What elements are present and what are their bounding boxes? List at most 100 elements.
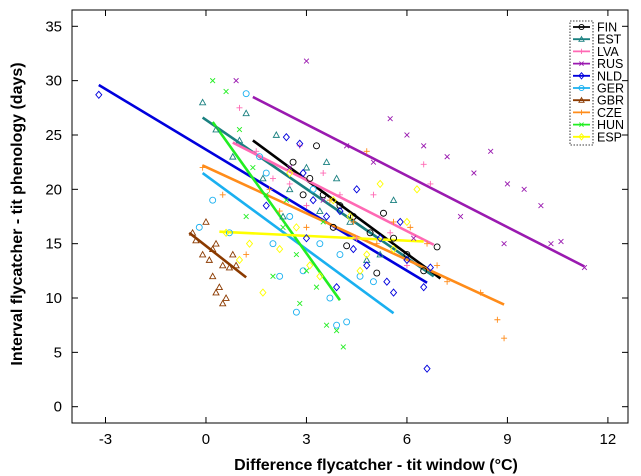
point-rus xyxy=(538,202,544,209)
trend-line-fin xyxy=(252,139,442,280)
legend-label-ger: GER xyxy=(597,82,624,96)
y-tick-label: 5 xyxy=(54,344,62,361)
point-fin xyxy=(373,269,381,277)
point-lva xyxy=(320,170,327,177)
point-est xyxy=(376,250,384,258)
point-rus xyxy=(410,235,417,241)
point-hun xyxy=(293,251,300,258)
point-nld xyxy=(262,201,270,210)
point-nld xyxy=(296,139,304,148)
point-rus xyxy=(420,143,427,149)
point-esp xyxy=(259,288,267,297)
point-gbr xyxy=(232,261,240,269)
point-rus xyxy=(303,58,310,64)
legend-marker-ger xyxy=(578,84,585,92)
point-esp xyxy=(235,255,244,265)
point-ger xyxy=(336,251,344,258)
point-ger xyxy=(333,321,341,329)
legend-label-gbr: GBR xyxy=(597,94,624,108)
point-est xyxy=(272,131,281,138)
legend-label-lva: LVA xyxy=(597,45,619,59)
y-tick-label: 30 xyxy=(45,73,62,90)
point-est xyxy=(198,98,207,106)
y-tick-label: 0 xyxy=(54,399,62,416)
point-hun xyxy=(313,284,320,290)
point-ger xyxy=(286,213,294,220)
point-cze xyxy=(424,240,431,247)
x-tick-label: -3 xyxy=(99,431,112,448)
y-tick-label: 20 xyxy=(45,181,62,198)
point-gbr xyxy=(198,250,207,258)
y-tick-label: 10 xyxy=(45,290,62,307)
point-rus xyxy=(471,170,477,176)
point-gbr xyxy=(225,263,234,271)
point-ger xyxy=(195,223,203,231)
point-ger xyxy=(242,90,250,98)
x-tick-label: 0 xyxy=(202,431,210,448)
point-esp xyxy=(403,217,411,227)
point-esp xyxy=(276,244,284,254)
point-hun xyxy=(333,327,340,334)
point-esp xyxy=(245,239,254,248)
point-gbr xyxy=(229,250,237,258)
y-tick-label: 25 xyxy=(45,127,62,144)
point-est xyxy=(285,185,294,193)
point-est xyxy=(212,125,220,133)
point-ger xyxy=(309,185,317,193)
point-nld xyxy=(309,196,317,205)
point-hun xyxy=(283,197,290,203)
point-gbr xyxy=(218,261,227,269)
point-fin xyxy=(289,158,297,166)
point-hun xyxy=(320,219,326,225)
point-gbr xyxy=(188,228,197,236)
point-ger xyxy=(316,240,324,248)
y-axis-label: Interval flycatcher - tit phenology (day… xyxy=(9,62,26,365)
point-fin xyxy=(366,229,374,237)
point-hun xyxy=(303,268,310,274)
point-ger xyxy=(292,308,300,316)
point-rus xyxy=(387,115,393,122)
trend-line-gbr xyxy=(188,231,247,279)
trend-line-cze xyxy=(202,164,505,306)
point-nld xyxy=(322,212,331,221)
point-lva xyxy=(420,161,427,168)
axes: -3 0 3 6 9 12 0 5 10 15 20 25 30 35 xyxy=(45,9,629,448)
legend-marker-est xyxy=(578,35,585,42)
point-ger xyxy=(269,240,277,248)
point-lva xyxy=(286,180,293,187)
x-tick-label: 6 xyxy=(403,431,411,448)
point-cze xyxy=(266,186,273,193)
point-cze xyxy=(373,240,380,247)
point-gbr xyxy=(205,256,214,263)
point-nld xyxy=(353,185,361,194)
point-gbr xyxy=(208,272,217,280)
legend-marker-gbr xyxy=(578,96,585,103)
legend-label-hun: HUN xyxy=(597,118,624,132)
point-cze xyxy=(501,335,508,342)
x-axis-label: Difference flycatcher - tit window (°C) xyxy=(234,457,518,474)
point-rus xyxy=(504,181,511,187)
point-cze xyxy=(407,224,414,231)
point-esp xyxy=(363,250,371,259)
point-ger xyxy=(343,318,351,326)
y-tick-label: 15 xyxy=(45,236,62,253)
point-ger xyxy=(276,272,284,280)
point-rus xyxy=(581,264,588,271)
point-ger xyxy=(262,169,270,177)
point-cze xyxy=(276,208,283,215)
point-cze xyxy=(390,218,397,225)
point-hun xyxy=(297,300,303,307)
point-rus xyxy=(501,240,507,247)
point-nld xyxy=(282,132,290,142)
point-lva xyxy=(336,191,343,198)
point-esp xyxy=(413,185,421,194)
point-gbr xyxy=(212,288,220,296)
point-est xyxy=(302,163,311,171)
point-cze xyxy=(199,164,206,171)
point-rus xyxy=(457,213,464,220)
point-esp xyxy=(292,223,301,232)
point-fin xyxy=(343,242,351,250)
point-ger xyxy=(299,267,307,275)
legend-marker-nld xyxy=(578,71,585,80)
point-nld xyxy=(423,364,431,373)
